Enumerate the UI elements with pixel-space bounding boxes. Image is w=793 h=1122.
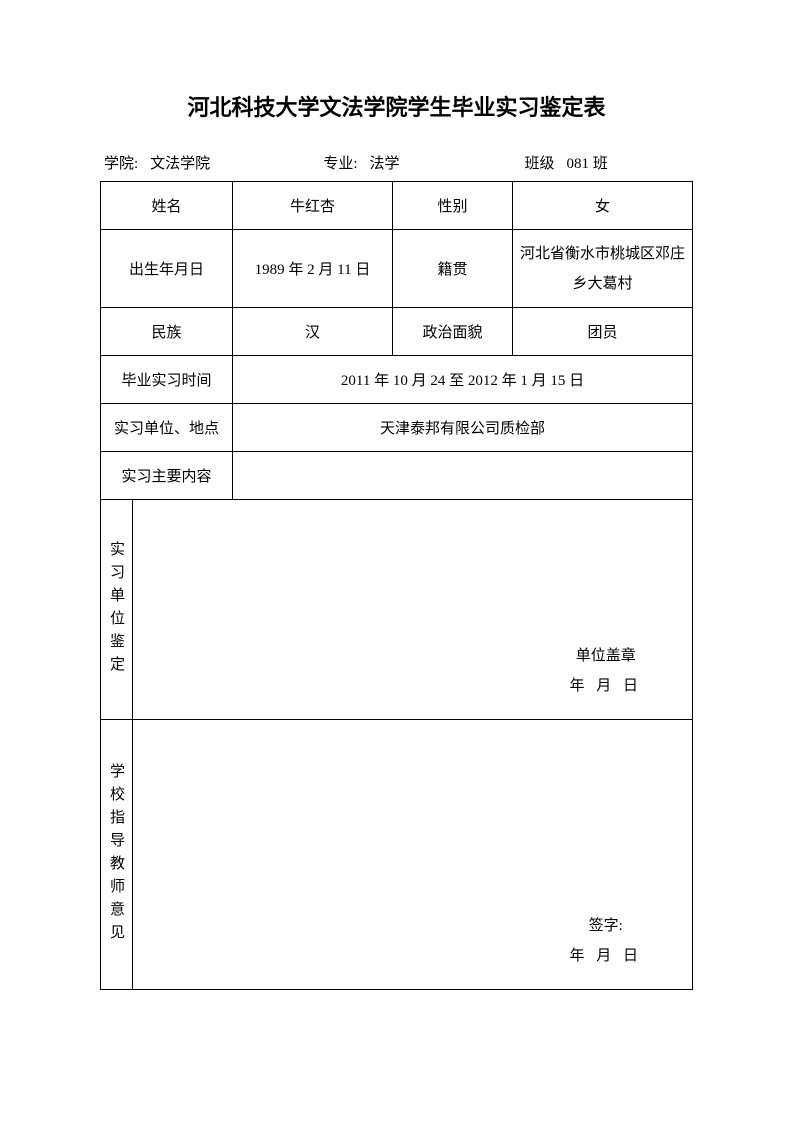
table-row: 出生年月日 1989 年 2 月 11 日 籍贯 河北省衡水市桃城区邓庄乡大葛村 (101, 230, 693, 308)
college-value: 文法学院 (150, 152, 210, 173)
class-label: 班级 (524, 152, 554, 173)
gender-label: 性别 (393, 182, 513, 230)
major-value: 法学 (370, 152, 400, 173)
teacher-sign-block: 签字: 年 月 日 (569, 911, 642, 971)
college-label: 学院: (104, 152, 138, 173)
table-row: 学校指导教师意见 签字: 年 月 日 (101, 720, 693, 990)
class-value: 081 班 (566, 152, 607, 173)
header-info-row: 学院: 文法学院 专业: 法学 班级 081 班 (100, 152, 693, 173)
teacher-date-line: 年 月 日 (569, 941, 642, 971)
document-title: 河北科技大学文法学院学生毕业实习鉴定表 (100, 90, 693, 122)
table-row: 实习单位鉴定 单位盖章 年 月 日 (101, 500, 693, 720)
major-field: 专业: 法学 (323, 152, 524, 173)
birthdate-value: 1989 年 2 月 11 日 (233, 230, 393, 308)
ethnicity-label: 民族 (101, 308, 233, 356)
birthdate-label: 出生年月日 (101, 230, 233, 308)
political-value: 团员 (513, 308, 693, 356)
intern-content-value (233, 452, 693, 500)
unit-date-line: 年 月 日 (569, 671, 642, 701)
intern-time-value: 2011 年 10 月 24 至 2012 年 1 月 15 日 (233, 356, 693, 404)
name-label: 姓名 (101, 182, 233, 230)
intern-content-label: 实习主要内容 (101, 452, 233, 500)
unit-stamp-label: 单位盖章 (569, 641, 642, 671)
name-value: 牛红杏 (233, 182, 393, 230)
ethnicity-value: 汉 (233, 308, 393, 356)
class-field: 班级 081 班 (524, 152, 689, 173)
table-row: 民族 汉 政治面貌 团员 (101, 308, 693, 356)
gender-value: 女 (513, 182, 693, 230)
table-row: 实习单位、地点 天津泰邦有限公司质检部 (101, 404, 693, 452)
teacher-opinion-cell: 签字: 年 月 日 (133, 720, 693, 990)
intern-time-label: 毕业实习时间 (101, 356, 233, 404)
evaluation-form-table: 姓名 牛红杏 性别 女 出生年月日 1989 年 2 月 11 日 籍贯 河北省… (100, 181, 693, 990)
table-row: 毕业实习时间 2011 年 10 月 24 至 2012 年 1 月 15 日 (101, 356, 693, 404)
political-label: 政治面貌 (393, 308, 513, 356)
intern-unit-value: 天津泰邦有限公司质检部 (233, 404, 693, 452)
unit-eval-label: 实习单位鉴定 (101, 500, 133, 720)
teacher-sign-label: 签字: (569, 911, 642, 941)
native-place-label: 籍贯 (393, 230, 513, 308)
college-field: 学院: 文法学院 (104, 152, 323, 173)
unit-eval-cell: 单位盖章 年 月 日 (133, 500, 693, 720)
table-row: 姓名 牛红杏 性别 女 (101, 182, 693, 230)
major-label: 专业: (323, 152, 357, 173)
table-row: 实习主要内容 (101, 452, 693, 500)
teacher-opinion-label: 学校指导教师意见 (101, 720, 133, 990)
unit-stamp-block: 单位盖章 年 月 日 (569, 641, 642, 701)
native-place-value: 河北省衡水市桃城区邓庄乡大葛村 (513, 230, 693, 308)
intern-unit-label: 实习单位、地点 (101, 404, 233, 452)
